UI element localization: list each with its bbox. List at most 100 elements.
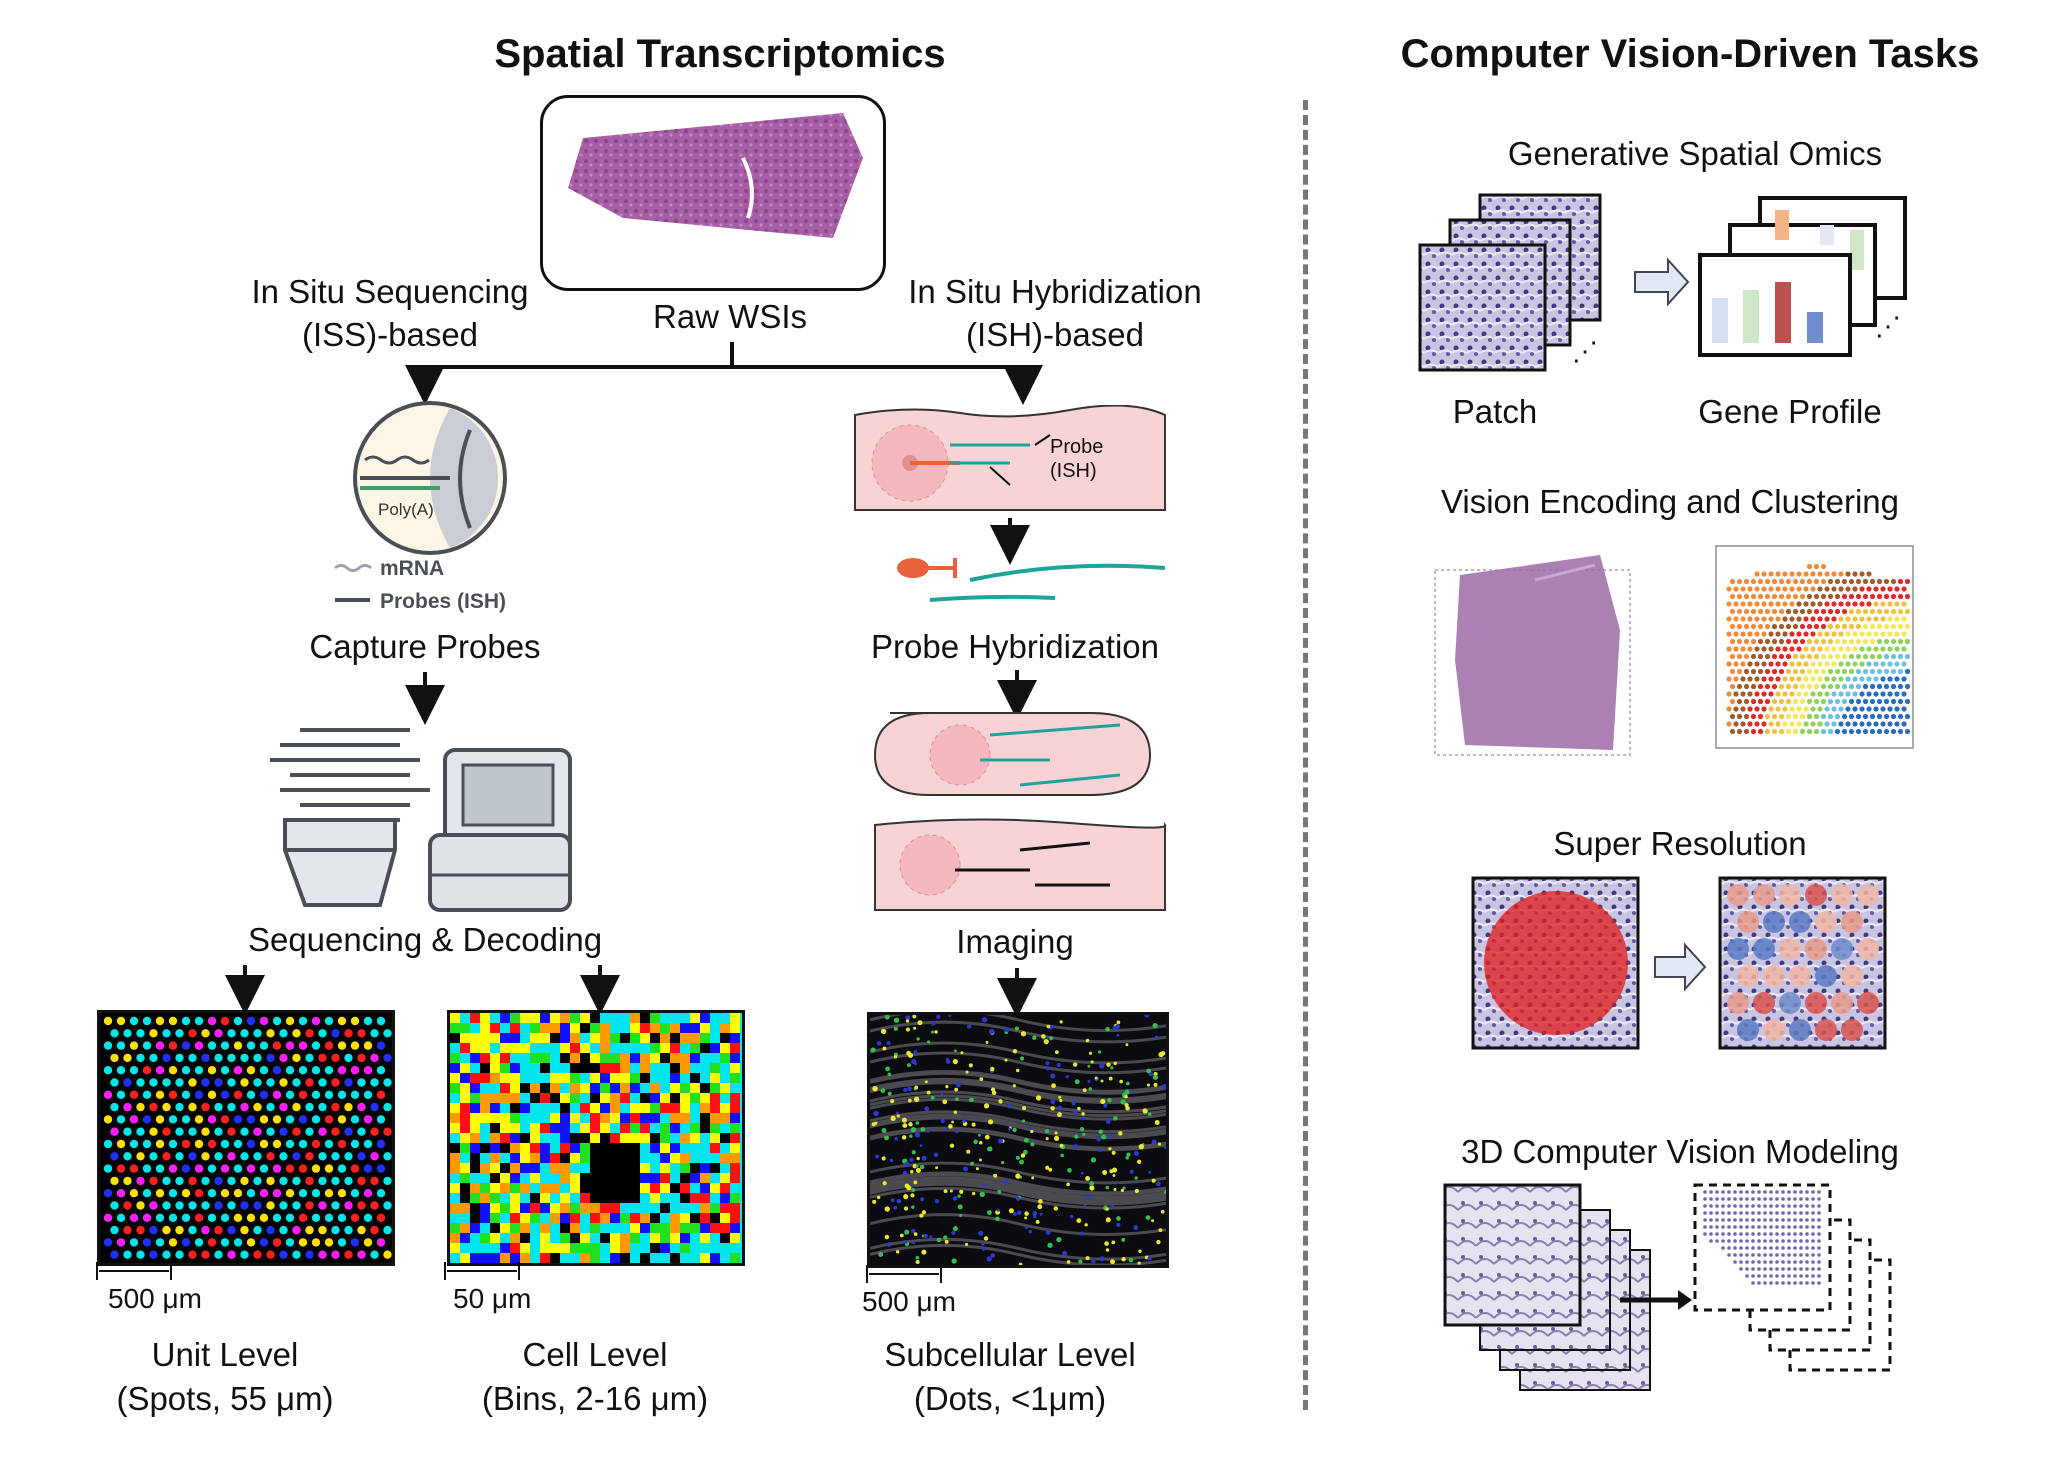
cluster-spot	[1747, 646, 1753, 652]
volume-spot	[1751, 1267, 1755, 1271]
cluster-spot	[1789, 691, 1795, 697]
spot	[318, 1127, 327, 1136]
bin	[650, 1053, 660, 1063]
transcript-dot	[1088, 1051, 1093, 1055]
resolution-spot	[1857, 992, 1879, 1014]
spot	[220, 1115, 230, 1124]
transcript-dot	[1085, 1038, 1090, 1043]
cluster-spot	[1771, 668, 1778, 675]
bin	[630, 1023, 640, 1033]
bin	[500, 1133, 510, 1143]
volume-spot	[1769, 1267, 1773, 1271]
sequencer-illustration	[270, 728, 572, 912]
cluster-spot	[1733, 586, 1739, 592]
bin	[560, 1103, 570, 1113]
spot	[162, 1102, 171, 1112]
cluster-spot	[1813, 608, 1820, 615]
spot	[194, 1139, 204, 1149]
spot	[149, 1250, 158, 1259]
transcript-dot	[907, 1086, 912, 1092]
cluster-spot	[1880, 721, 1886, 727]
cluster-spot	[1810, 676, 1816, 682]
cluster-spot	[1824, 706, 1830, 712]
transcript-dot	[1004, 1027, 1010, 1033]
bin	[490, 1153, 500, 1163]
bin	[520, 1153, 530, 1163]
spot	[318, 1053, 327, 1063]
bin	[620, 1043, 630, 1053]
volume-spot	[1763, 1225, 1767, 1229]
cluster-spot	[1803, 721, 1809, 727]
volume-spot	[1757, 1253, 1761, 1257]
cluster-spot	[1831, 631, 1837, 637]
transcript-dot	[910, 1193, 915, 1198]
spot	[103, 1066, 113, 1075]
spot	[136, 1053, 145, 1063]
transcript-dot	[1023, 1149, 1028, 1155]
bin	[480, 1233, 490, 1243]
bin	[520, 1193, 530, 1203]
volume-spot	[1817, 1260, 1821, 1264]
transcript-dot	[975, 1167, 979, 1171]
cluster-spot	[1729, 608, 1736, 615]
cluster-spot	[1792, 653, 1799, 660]
bin	[720, 1163, 730, 1173]
cluster-spot	[1897, 698, 1904, 705]
volume-spot	[1703, 1197, 1707, 1201]
bin	[660, 1233, 670, 1243]
bin	[730, 1033, 740, 1043]
cluster-spot	[1904, 668, 1911, 675]
resolution-spot	[1737, 911, 1759, 933]
transcript-dot	[904, 1161, 910, 1167]
spot	[233, 1139, 243, 1149]
bin	[540, 1063, 550, 1073]
spot	[279, 1250, 288, 1259]
cluster-spot	[1862, 608, 1869, 615]
spot	[149, 1152, 158, 1161]
bin	[600, 1123, 610, 1133]
imaging-label: Imaging	[956, 923, 1074, 960]
bin	[460, 1103, 470, 1113]
transcript-dot	[1111, 1150, 1116, 1155]
cluster-spot	[1845, 586, 1851, 592]
spot	[162, 1152, 171, 1161]
bin	[580, 1153, 590, 1163]
bin	[620, 1243, 630, 1253]
bin	[650, 1183, 660, 1193]
cluster-spot	[1838, 676, 1844, 682]
transcript-dot	[919, 1144, 923, 1147]
volume-spot	[1763, 1197, 1767, 1201]
bin	[660, 1123, 670, 1133]
bin	[680, 1173, 690, 1183]
spot	[324, 1189, 334, 1198]
volume-spot	[1787, 1239, 1791, 1243]
cluster-spot	[1827, 713, 1834, 720]
transcript-dot	[934, 1030, 938, 1034]
cluster-spot	[1852, 646, 1858, 652]
cluster-spot	[1852, 691, 1858, 697]
transcript-dot	[968, 1063, 973, 1068]
transcript-dot	[915, 1121, 920, 1125]
cluster-spot	[1841, 623, 1848, 630]
bin	[670, 1243, 680, 1253]
spot	[136, 1127, 145, 1136]
cluster-spot	[1757, 608, 1764, 615]
cluster-spot	[1757, 728, 1764, 735]
spot	[110, 1078, 119, 1087]
cluster-spot	[1897, 623, 1904, 630]
bin	[730, 1253, 740, 1263]
cluster-spot	[1894, 661, 1900, 667]
transcript-dot	[1133, 1225, 1139, 1231]
cluster-spot	[1859, 691, 1865, 697]
transcript-dot	[904, 1229, 910, 1235]
transcript-dot	[1004, 1058, 1008, 1062]
spot	[324, 1238, 334, 1247]
bin	[710, 1033, 720, 1043]
cluster-spot	[1883, 728, 1890, 735]
cluster-spot	[1796, 586, 1802, 592]
spot	[181, 1016, 191, 1026]
bin	[460, 1013, 470, 1023]
spot	[110, 1053, 119, 1063]
unit-level-detail: (Spots, 55 μm)	[116, 1380, 334, 1417]
cluster-spot	[1810, 631, 1816, 637]
